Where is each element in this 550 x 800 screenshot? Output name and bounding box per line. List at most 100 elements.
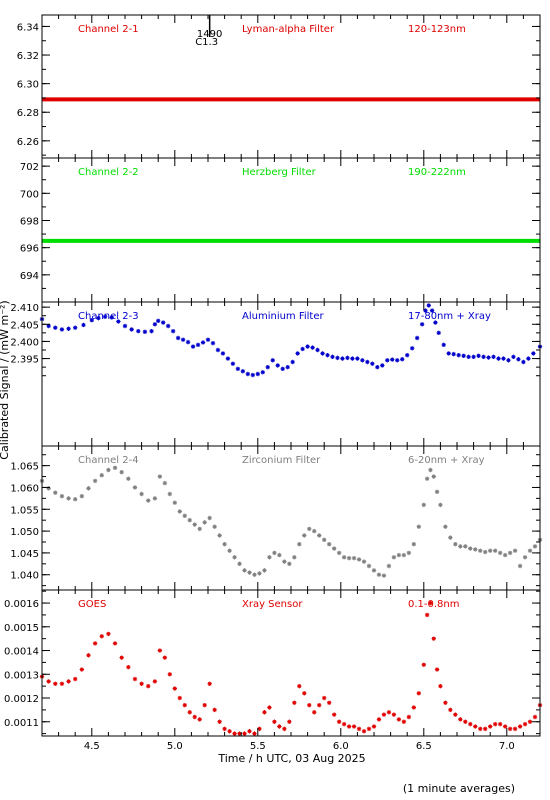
data-point <box>167 491 173 497</box>
data-point <box>230 361 236 366</box>
data-point <box>375 364 380 370</box>
panel-label: 17-80nm + Xray <box>408 311 491 322</box>
panel-4: 0.0011 0.0012 0.0013 0.0014 0.0015 0.0016 GOES… <box>4 589 543 737</box>
data-point <box>237 561 242 567</box>
data-point <box>272 719 277 724</box>
data-point <box>162 655 168 660</box>
data-point <box>112 641 118 646</box>
footnote: (1 minute averages) <box>403 782 515 795</box>
data-point <box>431 636 436 641</box>
data-point <box>217 719 222 724</box>
y-tick-label: 6.32 <box>17 51 39 62</box>
data-point <box>122 323 128 329</box>
data-point <box>512 548 518 553</box>
data-point <box>79 667 85 672</box>
data-point <box>192 522 197 527</box>
y-tick-label: 0.0015 <box>4 623 39 634</box>
data-point <box>187 517 192 523</box>
y-tick-label: 0.0014 <box>4 647 39 658</box>
data-point <box>192 714 197 720</box>
data-point <box>322 537 327 543</box>
data-point <box>532 714 538 720</box>
data-point <box>92 478 98 484</box>
data-point <box>167 672 173 677</box>
data-point <box>232 731 237 736</box>
data-point <box>157 648 163 653</box>
data-point <box>195 342 201 348</box>
data-point <box>160 320 166 325</box>
data-point <box>438 683 443 689</box>
data-point <box>468 721 473 727</box>
data-point <box>157 474 163 479</box>
data-point <box>396 717 402 722</box>
data-point <box>506 358 511 363</box>
y-tick-label: 1.045 <box>10 549 39 560</box>
data-point <box>106 631 111 637</box>
data-point <box>215 347 221 353</box>
x-tick-label: 6.0 <box>333 741 349 752</box>
data-point <box>346 555 352 561</box>
data-point <box>380 363 385 368</box>
y-tick-label: 696 <box>20 244 39 255</box>
data-point <box>237 731 242 736</box>
data-point <box>473 724 478 729</box>
data-point <box>365 359 370 365</box>
data-point <box>434 489 440 495</box>
data-point <box>448 707 453 713</box>
data-point <box>366 726 372 732</box>
data-point <box>336 550 342 556</box>
data-point <box>46 486 51 491</box>
data-point <box>317 533 322 538</box>
data-point <box>177 509 182 514</box>
data-point <box>381 712 387 717</box>
data-point <box>497 550 503 556</box>
data-point <box>416 524 422 529</box>
data-point <box>152 496 158 501</box>
data-point <box>351 724 357 729</box>
data-point <box>295 351 300 356</box>
y-tick-label: 1.040 <box>10 571 39 582</box>
data-point <box>66 326 71 331</box>
data-point <box>73 497 78 502</box>
data-point <box>59 681 65 686</box>
data-point <box>207 681 212 686</box>
data-point <box>436 330 441 336</box>
data-point <box>300 346 305 352</box>
data-point <box>102 314 108 319</box>
data-point <box>315 347 320 353</box>
data-point <box>414 335 420 341</box>
y-tick-label: 2.395 <box>10 355 39 366</box>
data-point <box>478 726 483 732</box>
data-point <box>240 369 246 374</box>
panel-label: Zirconium Filter <box>242 455 321 466</box>
data-point <box>517 563 523 569</box>
data-point <box>345 355 350 361</box>
x-tick-label: 4.5 <box>84 741 100 752</box>
data-point <box>376 572 382 577</box>
data-point <box>46 679 51 684</box>
data-point <box>285 364 290 370</box>
y-tick-label: 6.26 <box>17 137 39 148</box>
data-point <box>257 571 262 576</box>
data-point <box>330 354 335 360</box>
data-point <box>424 476 430 481</box>
data-point <box>200 340 206 345</box>
data-point <box>421 502 426 508</box>
data-point <box>491 354 496 360</box>
data-point <box>212 524 217 529</box>
x-tick-label: 5.0 <box>167 741 183 752</box>
data-point <box>250 372 256 378</box>
data-point <box>302 691 307 696</box>
data-point <box>106 467 111 473</box>
data-point <box>99 634 104 639</box>
y-tick-label: 6.28 <box>17 108 39 119</box>
data-point <box>451 351 456 357</box>
data-point <box>307 526 312 532</box>
data-point <box>277 724 282 729</box>
data-point <box>317 702 322 708</box>
panel-label: 0.1-0.8nm <box>408 599 460 610</box>
data-point <box>92 641 98 646</box>
data-point <box>326 541 332 547</box>
data-point <box>165 323 171 329</box>
